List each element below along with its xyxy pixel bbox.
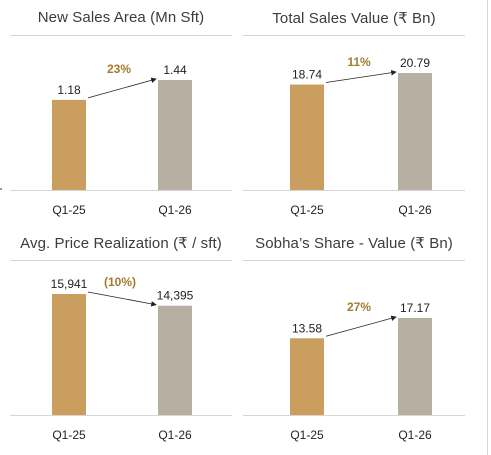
chart-svg: 15,941 Q1-25 14,395 Q1-26 (10%) — [51, 275, 194, 442]
category-tick-label: Q1-25 — [290, 428, 324, 442]
change-percent-label: 27% — [347, 300, 371, 314]
chart-title: Sobha’s Share - Value (₹ Bn) — [255, 235, 453, 252]
bar-q1-26 — [398, 73, 432, 190]
bar-value-label: 18.74 — [292, 68, 322, 82]
bar-q1-25 — [52, 294, 86, 415]
change-percent-label: 23% — [107, 62, 131, 76]
chart-title: New Sales Area (Mn Sft) — [37, 9, 205, 26]
bar-value-label: 15,941 — [51, 277, 88, 291]
bar-value-label: 1.18 — [57, 83, 81, 97]
chart-panel-avg-price-realization: Avg. Price Realization (₹ / sft) 15,941 Q… — [10, 230, 232, 455]
baseline-bottom-right — [243, 415, 465, 416]
title-divider — [243, 260, 465, 261]
change-arrow — [325, 69, 397, 83]
category-tick-label: Q1-26 — [158, 428, 192, 442]
chart-svg: 1.18 Q1-25 1.44 Q1-26 23% — [52, 62, 192, 217]
change-arrow — [87, 291, 157, 307]
bar-value-label: 1.44 — [163, 63, 187, 77]
bar-q1-25 — [290, 338, 324, 415]
chart-title: Total Sales Value (₹ Bn) — [272, 10, 436, 27]
category-tick-label: Q1-25 — [52, 428, 86, 442]
title-divider — [10, 260, 232, 261]
change-percent-label: (10%) — [104, 275, 136, 289]
baseline-bottom-left — [10, 415, 232, 416]
bar-value-label: 13.58 — [292, 321, 322, 335]
change-arrow — [325, 315, 397, 337]
bar-value-label: 20.79 — [400, 56, 430, 70]
category-tick-label: Q1-25 — [52, 203, 86, 217]
baseline-top-right — [243, 190, 465, 191]
bar-q1-26 — [158, 305, 192, 415]
chart-panel-total-sales-value: Total Sales Value (₹ Bn) 18.74 Q1-25 20.79… — [243, 0, 465, 225]
bar-q1-25 — [290, 84, 324, 190]
category-tick-label: Q1-26 — [158, 203, 192, 217]
chart-svg: 18.74 Q1-25 20.79 Q1-26 11% — [290, 55, 432, 217]
title-divider — [243, 35, 465, 36]
category-tick-label: Q1-26 — [398, 428, 432, 442]
baseline-top-left — [10, 190, 232, 191]
bar-q1-25 — [52, 99, 86, 190]
right-edge-divider — [487, 0, 488, 455]
chart-panel-sobha-share-value: Sobha’s Share - Value (₹ Bn) 13.58 Q1-25 1… — [243, 230, 465, 455]
bar-q1-26 — [158, 80, 192, 190]
bar-value-label: 17.17 — [400, 301, 430, 315]
category-tick-label: Q1-26 — [398, 203, 432, 217]
chart-title: Avg. Price Realization (₹ / sft) — [20, 235, 222, 252]
chart-panel-new-sales-area: New Sales Area (Mn Sft) 1.18 Q1-25 1.44 Q1-… — [10, 0, 232, 225]
change-arrow — [87, 77, 157, 99]
change-percent-label: 11% — [347, 55, 371, 69]
bar-value-label: 14,395 — [157, 289, 194, 303]
left-edge-mark — [0, 188, 2, 190]
chart-svg: 13.58 Q1-25 17.17 Q1-26 27% — [290, 300, 432, 442]
category-tick-label: Q1-25 — [290, 203, 324, 217]
title-divider — [10, 35, 232, 36]
bar-q1-26 — [398, 318, 432, 415]
